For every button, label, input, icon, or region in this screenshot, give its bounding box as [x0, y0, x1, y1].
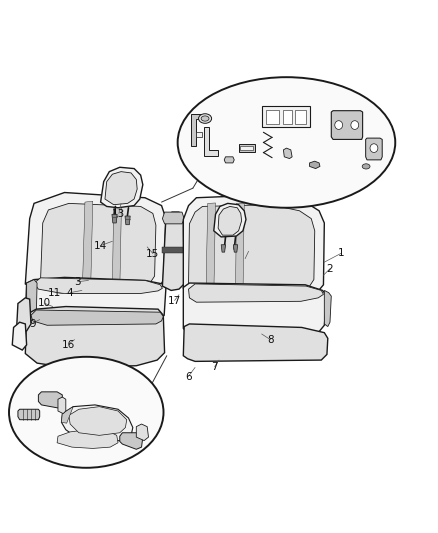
Text: 26: 26: [355, 162, 368, 172]
Polygon shape: [206, 203, 215, 296]
Text: 33: 33: [307, 162, 321, 172]
Polygon shape: [41, 204, 156, 289]
Text: 31: 31: [106, 410, 119, 421]
Polygon shape: [191, 114, 201, 146]
Text: 14: 14: [94, 240, 107, 251]
Polygon shape: [188, 205, 315, 293]
Polygon shape: [82, 201, 93, 290]
Polygon shape: [236, 204, 244, 296]
Text: 4: 4: [67, 288, 74, 298]
Text: 11: 11: [48, 288, 62, 297]
Text: 25: 25: [222, 112, 235, 123]
Polygon shape: [188, 284, 323, 302]
Polygon shape: [136, 424, 148, 441]
Text: 32: 32: [20, 415, 33, 425]
Polygon shape: [283, 148, 292, 158]
Polygon shape: [218, 206, 242, 235]
Text: 7: 7: [212, 362, 218, 373]
Text: 22: 22: [190, 127, 203, 138]
Polygon shape: [196, 133, 201, 137]
Polygon shape: [184, 283, 327, 338]
Polygon shape: [125, 216, 130, 225]
Polygon shape: [27, 279, 37, 322]
Polygon shape: [39, 392, 62, 408]
Text: 15: 15: [146, 249, 159, 260]
Polygon shape: [31, 310, 163, 325]
Polygon shape: [324, 290, 331, 327]
Polygon shape: [57, 430, 118, 448]
Polygon shape: [239, 144, 254, 152]
Polygon shape: [25, 277, 166, 327]
Polygon shape: [113, 201, 121, 290]
Ellipse shape: [198, 114, 212, 123]
Ellipse shape: [9, 357, 163, 468]
Polygon shape: [120, 433, 143, 449]
Text: 17: 17: [168, 296, 181, 306]
Polygon shape: [204, 127, 218, 156]
Text: 24: 24: [370, 150, 383, 160]
Ellipse shape: [370, 144, 378, 152]
Text: 16: 16: [62, 340, 75, 350]
Polygon shape: [34, 278, 162, 294]
Polygon shape: [12, 322, 27, 350]
Text: 18: 18: [357, 136, 370, 146]
Text: 30: 30: [130, 432, 143, 442]
Polygon shape: [261, 107, 310, 127]
Ellipse shape: [201, 116, 209, 121]
Polygon shape: [184, 195, 324, 298]
Polygon shape: [214, 204, 246, 237]
Polygon shape: [295, 110, 306, 124]
Polygon shape: [25, 306, 165, 367]
Polygon shape: [283, 110, 292, 124]
Text: 21: 21: [207, 144, 220, 154]
Polygon shape: [366, 138, 382, 160]
Polygon shape: [25, 192, 166, 296]
Text: 19: 19: [279, 154, 292, 164]
Ellipse shape: [178, 77, 395, 208]
Ellipse shape: [335, 120, 343, 130]
Polygon shape: [61, 405, 133, 441]
Polygon shape: [162, 247, 184, 254]
Polygon shape: [221, 245, 226, 252]
Polygon shape: [310, 161, 320, 168]
Polygon shape: [18, 409, 40, 419]
Text: 29: 29: [46, 400, 60, 410]
Polygon shape: [240, 146, 253, 150]
Text: 2: 2: [327, 264, 333, 273]
Text: 6: 6: [185, 373, 192, 383]
Polygon shape: [184, 324, 328, 361]
Text: 20: 20: [239, 149, 252, 159]
Text: 23: 23: [265, 143, 278, 153]
Polygon shape: [105, 172, 137, 205]
Text: 10: 10: [38, 298, 51, 309]
Polygon shape: [162, 212, 184, 224]
Ellipse shape: [351, 120, 359, 130]
Polygon shape: [233, 245, 238, 252]
Polygon shape: [61, 407, 73, 423]
Text: 28: 28: [223, 156, 237, 166]
Ellipse shape: [362, 164, 370, 169]
Text: 12: 12: [72, 437, 85, 447]
Polygon shape: [162, 212, 184, 290]
Text: 9: 9: [29, 319, 36, 329]
Polygon shape: [112, 214, 117, 223]
Text: 27: 27: [259, 110, 272, 120]
Text: 13: 13: [112, 209, 126, 219]
Text: 8: 8: [267, 335, 274, 345]
Polygon shape: [69, 407, 127, 435]
Polygon shape: [58, 397, 66, 414]
Polygon shape: [266, 110, 279, 124]
Text: 3: 3: [74, 277, 81, 287]
Polygon shape: [101, 167, 143, 208]
Polygon shape: [224, 157, 234, 163]
Polygon shape: [17, 298, 31, 331]
Polygon shape: [331, 111, 363, 140]
Text: 1: 1: [338, 248, 344, 259]
